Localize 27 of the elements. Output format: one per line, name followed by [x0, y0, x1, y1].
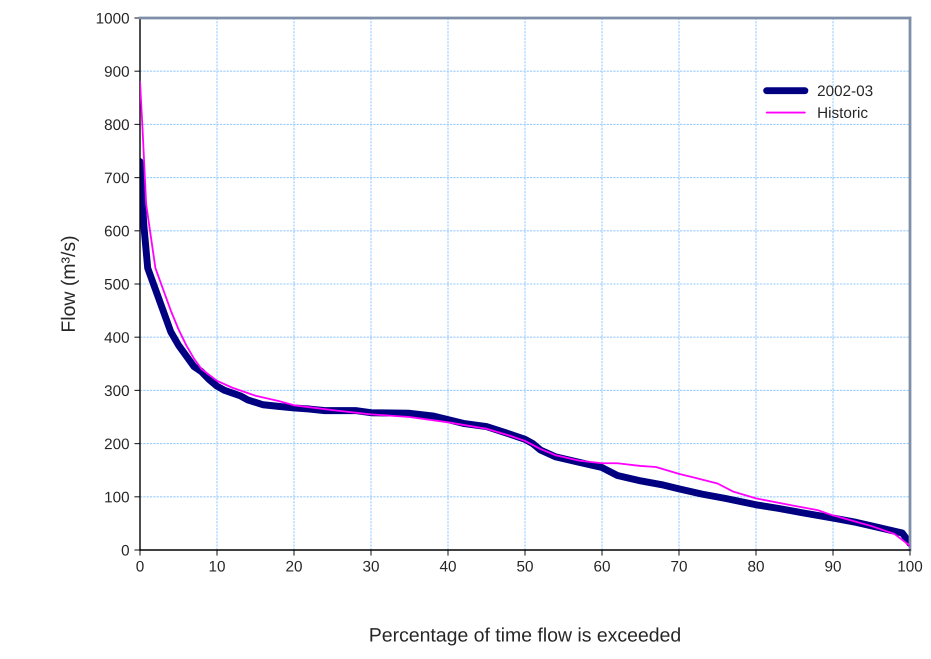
y-tick-label: 200	[104, 438, 129, 450]
legend-label: Historic	[818, 106, 868, 118]
x-tick-label: 50	[517, 560, 533, 572]
x-tick-label: 40	[440, 560, 456, 572]
x-tick-label: 70	[671, 560, 687, 572]
x-tick-label: 90	[825, 560, 841, 572]
y-tick-label: 800	[104, 119, 129, 130]
legend-label: 2002-03	[818, 85, 872, 96]
x-tick-label: 20	[286, 560, 302, 572]
x-tick-label: 60	[594, 560, 610, 572]
line-series	[140, 80, 910, 547]
x-axis-title: Percentage of time flow is exceeded	[370, 627, 680, 646]
y-tick-label: 900	[104, 66, 129, 77]
y-tick-label: 1000	[96, 12, 129, 24]
x-tick-label: 30	[363, 560, 379, 572]
x-tick-label: 100	[898, 560, 922, 572]
y-axis-title: Flow (m³/s)	[60, 236, 79, 332]
y-tick-label: 100	[105, 492, 129, 502]
x-tick-label: 80	[748, 560, 764, 572]
y-tick-label: 500	[104, 278, 129, 290]
y-tick-label: 0	[122, 544, 129, 556]
x-tick-label: 10	[210, 560, 225, 572]
y-tick-label: 300	[104, 385, 129, 396]
y-tick-label: 600	[104, 226, 129, 236]
y-tick-label: 700	[104, 172, 129, 184]
x-tick-label: 0	[136, 560, 144, 572]
y-tick-label: 400	[104, 332, 129, 343]
